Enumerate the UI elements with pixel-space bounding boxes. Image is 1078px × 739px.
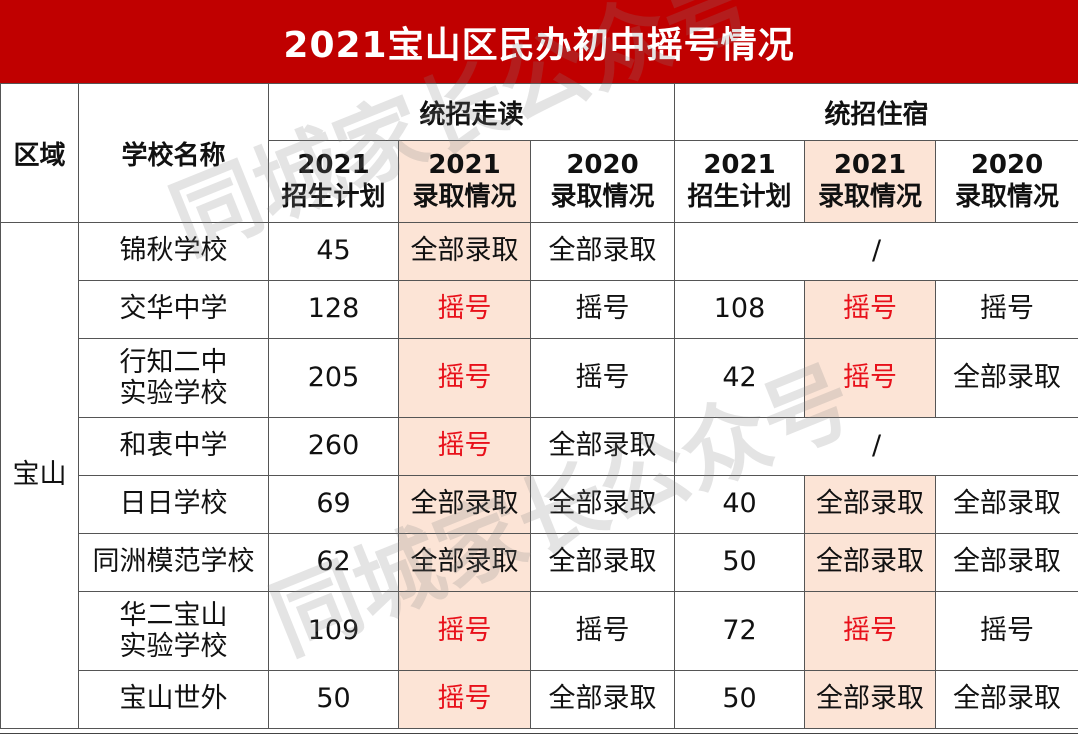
- table-row: 宝山世外 50 摇号 全部录取 50 全部录取 全部录取: [1, 671, 1078, 729]
- day-result-2020: 全部录取: [531, 223, 675, 281]
- day-plan: 62: [269, 534, 399, 592]
- day-result-2020: 全部录取: [531, 534, 675, 592]
- header-region: 区域: [1, 84, 79, 223]
- day-result-2020: 全部录取: [531, 476, 675, 534]
- day-plan: 45: [269, 223, 399, 281]
- day-plan: 205: [269, 339, 399, 418]
- day-plan: 69: [269, 476, 399, 534]
- board-plan: 50: [675, 671, 805, 729]
- header-school: 学校名称: [79, 84, 269, 223]
- school-name: 宝山世外: [79, 671, 269, 729]
- day-result-2021: 摇号: [399, 592, 531, 671]
- board-result-2020: 摇号: [936, 281, 1078, 339]
- school-name: 日日学校: [79, 476, 269, 534]
- day-result-2021: 摇号: [399, 418, 531, 476]
- school-name: 锦秋学校: [79, 223, 269, 281]
- board-plan: 42: [675, 339, 805, 418]
- table-row: 同洲模范学校 62 全部录取 全部录取 50 全部录取 全部录取: [1, 534, 1078, 592]
- board-plan: 40: [675, 476, 805, 534]
- day-result-2020: 摇号: [531, 592, 675, 671]
- board-result-2021: 全部录取: [805, 534, 936, 592]
- day-result-2020: 全部录取: [531, 671, 675, 729]
- board-result-2021: 全部录取: [805, 671, 936, 729]
- day-plan: 50: [269, 671, 399, 729]
- board-result-2020: 全部录取: [936, 476, 1078, 534]
- table-row: 交华中学 128 摇号 摇号 108 摇号 摇号: [1, 281, 1078, 339]
- table-row: 和衷中学 260 摇号 全部录取 /: [1, 418, 1078, 476]
- day-result-2021: 摇号: [399, 339, 531, 418]
- page-title: 2021宝山区民办初中摇号情况: [283, 16, 794, 68]
- board-result-2020: 全部录取: [936, 534, 1078, 592]
- day-result-2021: 摇号: [399, 671, 531, 729]
- school-name: 和衷中学: [79, 418, 269, 476]
- table-row: 日日学校 69 全部录取 全部录取 40 全部录取 全部录取: [1, 476, 1078, 534]
- day-result-2021: 全部录取: [399, 534, 531, 592]
- header-row-1: 区域 学校名称 统招走读 统招住宿: [1, 84, 1078, 141]
- table-row: 行知二中实验学校 205 摇号 摇号 42 摇号 全部录取: [1, 339, 1078, 418]
- school-name: 华二宝山实验学校: [79, 592, 269, 671]
- school-name: 同洲模范学校: [79, 534, 269, 592]
- board-plan: 108: [675, 281, 805, 339]
- day-result-2021: 全部录取: [399, 476, 531, 534]
- boarding-na: /: [675, 223, 1078, 281]
- table-row: 华二宝山实验学校 109 摇号 摇号 72 摇号 摇号: [1, 592, 1078, 671]
- board-result-2020: 全部录取: [936, 671, 1078, 729]
- header-group-boarding: 统招住宿: [675, 84, 1078, 141]
- table-row: 宝山 锦秋学校 45 全部录取 全部录取 /: [1, 223, 1078, 281]
- header-group-day: 统招走读: [269, 84, 675, 141]
- board-result-2021: 摇号: [805, 339, 936, 418]
- day-result-2021: 全部录取: [399, 223, 531, 281]
- title-bar: 2021宝山区民办初中摇号情况: [0, 0, 1078, 84]
- board-result-2021: 摇号: [805, 592, 936, 671]
- board-result-2020: 摇号: [936, 592, 1078, 671]
- bottom-border: [0, 733, 1078, 739]
- school-name: 行知二中实验学校: [79, 339, 269, 418]
- region-cell: 宝山: [1, 223, 79, 729]
- school-name: 交华中学: [79, 281, 269, 339]
- day-plan: 109: [269, 592, 399, 671]
- board-result-2021: 全部录取: [805, 476, 936, 534]
- day-result-2020: 全部录取: [531, 418, 675, 476]
- boarding-na: /: [675, 418, 1078, 476]
- day-result-2021: 摇号: [399, 281, 531, 339]
- day-result-2020: 摇号: [531, 281, 675, 339]
- day-result-2020: 摇号: [531, 339, 675, 418]
- board-plan: 72: [675, 592, 805, 671]
- day-plan: 128: [269, 281, 399, 339]
- board-result-2020: 全部录取: [936, 339, 1078, 418]
- board-result-2021: 摇号: [805, 281, 936, 339]
- day-plan: 260: [269, 418, 399, 476]
- board-plan: 50: [675, 534, 805, 592]
